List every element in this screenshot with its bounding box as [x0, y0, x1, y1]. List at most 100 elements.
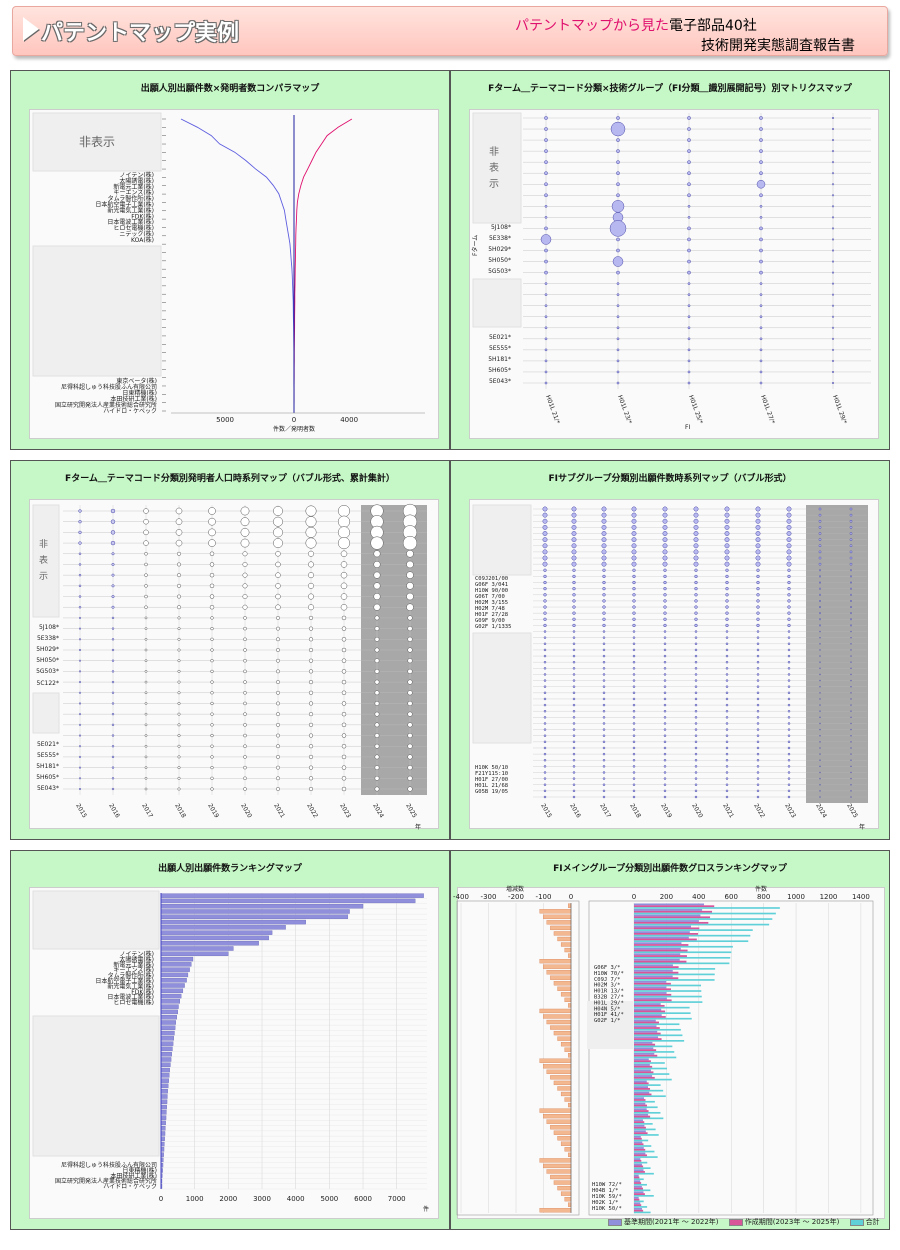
bubble [276, 648, 280, 652]
bubble [572, 611, 576, 615]
bubble [542, 512, 548, 518]
bubble [276, 754, 280, 759]
total-bar [634, 956, 731, 959]
bubble [275, 583, 281, 589]
bubble [631, 543, 637, 549]
bubble [110, 540, 116, 546]
diff-bar [543, 1064, 572, 1069]
bubble [787, 783, 791, 786]
bubble [78, 713, 82, 716]
bubble [725, 789, 729, 793]
hidden-block [472, 278, 522, 328]
bubble [602, 789, 606, 793]
bubble [687, 337, 691, 341]
bubble [341, 669, 347, 674]
bubble [759, 282, 763, 285]
bubble [210, 712, 214, 716]
bubble [308, 582, 314, 589]
bubble [602, 716, 606, 719]
y-label: 日本電波工業(株) [107, 218, 154, 226]
bubble [787, 654, 791, 658]
bubble [850, 612, 852, 615]
bubble [308, 572, 314, 579]
total-bar [634, 1028, 681, 1031]
bubble [850, 698, 852, 700]
base-bar [634, 1102, 646, 1105]
bubble [111, 691, 115, 694]
bubble [632, 593, 636, 597]
current-bar [634, 1187, 643, 1190]
bubble [543, 789, 547, 793]
bubble [786, 543, 792, 549]
bubble [693, 531, 699, 536]
y-label: ヒロセ電機(株) [113, 224, 154, 232]
diff-bar [568, 1152, 572, 1157]
bubble [144, 734, 148, 737]
bubble [787, 642, 791, 646]
bubble [663, 630, 667, 633]
bubble [144, 552, 148, 556]
base-bar [634, 936, 689, 939]
bubble [544, 259, 548, 264]
hidden-block [32, 112, 162, 172]
bubble [543, 654, 547, 658]
bubble [756, 679, 760, 682]
bubble [144, 594, 148, 599]
bubble [662, 549, 668, 555]
y-label: キーエンス(株) [113, 189, 154, 197]
bubble [110, 508, 116, 514]
base-bar [634, 1191, 644, 1194]
y-label: 5G503* [36, 668, 59, 675]
bubble [786, 524, 792, 530]
current-bar [634, 988, 672, 991]
bubble [693, 543, 699, 549]
x-tick-label: 5000 [320, 1195, 338, 1203]
bubble [850, 581, 852, 584]
bubble [111, 616, 115, 620]
bubble [662, 512, 668, 518]
bubble [632, 574, 636, 579]
bubble [850, 606, 852, 608]
bubble [543, 783, 547, 786]
bubble [756, 740, 760, 744]
bubble [724, 506, 730, 512]
bubble [601, 549, 607, 555]
y-label: 5E021* [37, 741, 59, 748]
bubble [209, 594, 215, 599]
bar [160, 1120, 166, 1126]
bubble [616, 149, 620, 153]
plot-area [469, 109, 879, 439]
bubble [631, 531, 637, 536]
bubble [632, 630, 636, 633]
bubble [78, 605, 82, 609]
right-axis-title: 件数 [755, 885, 767, 893]
base-bar [634, 1058, 649, 1061]
bubble [849, 556, 853, 560]
bubble [373, 593, 381, 601]
bubble [725, 660, 729, 664]
bubble [759, 116, 763, 120]
bubble [850, 777, 852, 780]
y-label: H10W 70/* [594, 971, 624, 977]
hidden-block [32, 890, 160, 950]
bubble [632, 789, 636, 793]
bubble [687, 293, 691, 297]
bubble [341, 679, 347, 685]
bubble [571, 543, 577, 549]
bubble [663, 709, 667, 713]
x-label: H01L 25/* [687, 394, 704, 425]
bubble [544, 337, 548, 341]
bubble [175, 529, 183, 536]
panel-title: 出願人別出願件数ランキングマップ [158, 864, 302, 874]
y-label: FDK(株) [131, 212, 154, 220]
total-bar [634, 990, 702, 992]
current-bar [634, 1016, 666, 1018]
bubble [544, 149, 548, 153]
bubble [850, 587, 852, 590]
total-bar [634, 951, 732, 954]
bubble [78, 681, 82, 684]
bubble [276, 765, 280, 770]
bubble [787, 568, 791, 572]
bubble [78, 648, 82, 652]
bubble [572, 679, 576, 682]
